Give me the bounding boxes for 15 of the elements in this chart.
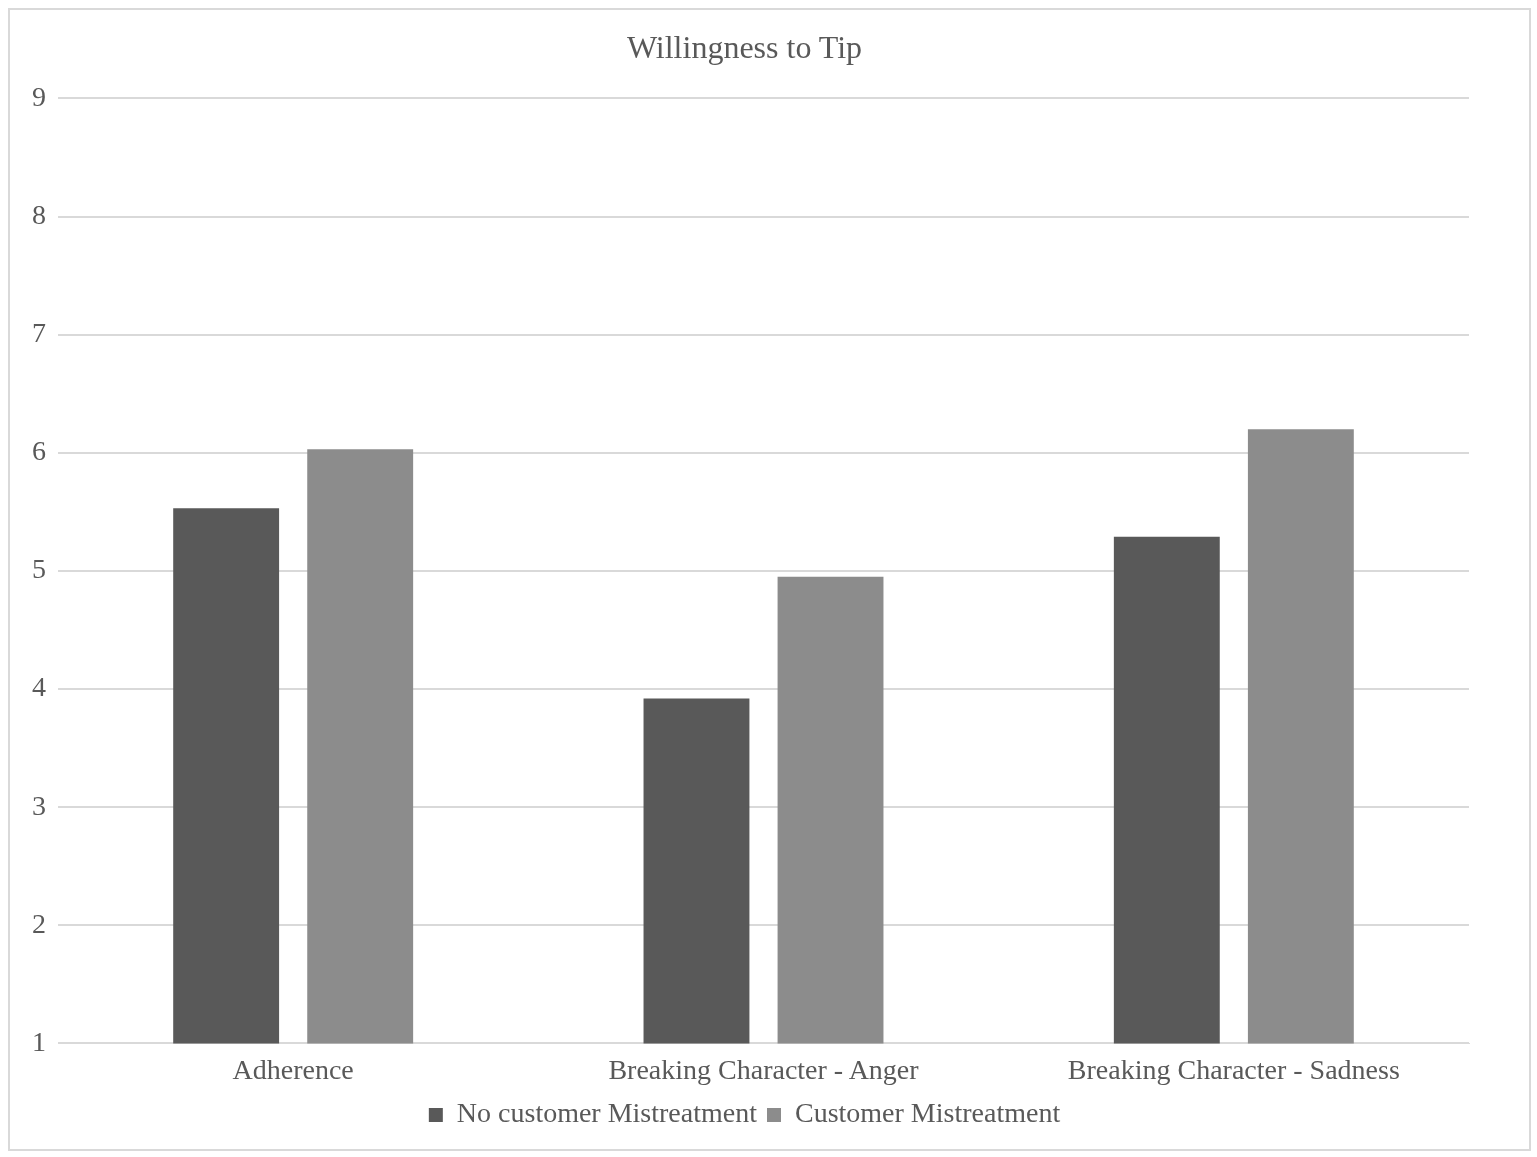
legend-label: Customer Mistreatment — [794, 1097, 1061, 1129]
x-tick-label: Breaking Character - Anger — [608, 1053, 920, 1085]
y-tick-label: 1 — [32, 1025, 46, 1057]
legend-label: No customer Mistreatment — [456, 1097, 758, 1129]
chart-title: Willingness to Tip — [626, 28, 863, 65]
y-tick-label: 5 — [32, 553, 46, 585]
x-tick-label: Adherence — [232, 1053, 354, 1085]
y-tick-label: 3 — [32, 789, 46, 821]
y-tick-label: 6 — [32, 435, 46, 467]
y-tick-label: 2 — [32, 907, 46, 939]
y-tick-label: 8 — [32, 198, 46, 230]
y-tick-label: 7 — [32, 317, 46, 349]
y-tick-label: 9 — [32, 80, 46, 112]
y-tick-label: 4 — [32, 671, 46, 703]
x-tick-label: Breaking Character - Sadness — [1067, 1053, 1400, 1085]
